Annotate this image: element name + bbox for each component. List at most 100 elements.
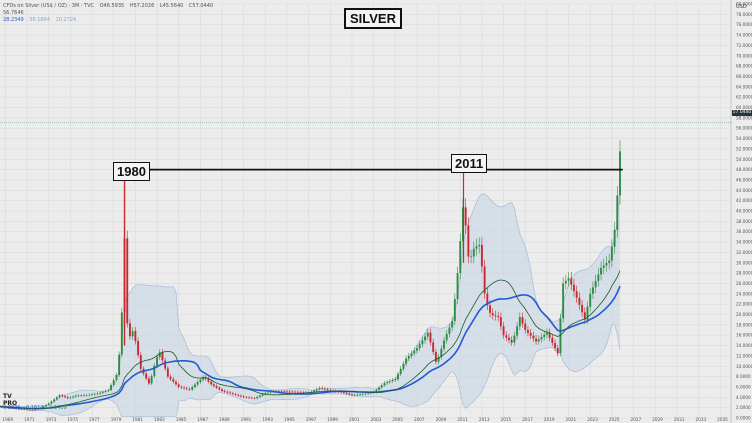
y-tick-label: 42.0000 [736, 198, 752, 203]
current-price-tag: 57.0440 [732, 110, 752, 116]
x-tick-label: 1997 [306, 417, 317, 422]
y-tick-label: 70.0000 [736, 53, 752, 58]
y-tick-label: 30.0000 [736, 260, 752, 265]
currency-label[interactable]: USD [736, 4, 747, 10]
candle-body [410, 353, 413, 356]
candle-body [120, 312, 123, 355]
tradingview-logo[interactable]: TV PRO [3, 393, 18, 407]
candle-body [424, 336, 427, 341]
candle-body [589, 293, 592, 307]
candle-body [45, 404, 47, 407]
y-tick-label: 24.0000 [736, 291, 752, 296]
candle-body [175, 381, 177, 385]
candle-body [497, 316, 500, 318]
candle-body [537, 339, 540, 342]
chart-title: SILVER [344, 8, 402, 29]
candle-body [191, 387, 194, 390]
candle-body [326, 389, 329, 390]
candle-body [245, 397, 248, 398]
candle-body [391, 380, 394, 381]
candle-body [231, 393, 234, 395]
candle-body [532, 335, 535, 339]
candle-body [443, 340, 445, 349]
candle-body [215, 386, 218, 388]
candle-body [150, 376, 153, 384]
candle-body [53, 399, 56, 402]
candle-body [253, 398, 256, 399]
candle-body [351, 394, 353, 396]
x-tick-label: 1969 [2, 417, 13, 422]
candle-body [415, 348, 418, 351]
candle-body [535, 338, 538, 342]
candle-body [342, 392, 345, 393]
candle-body [210, 381, 213, 385]
candle-body [448, 327, 451, 334]
candle-body [483, 266, 486, 294]
candle-body [562, 283, 565, 319]
candle-body [600, 267, 602, 275]
candle-body [413, 350, 416, 354]
low-value: L45.5640 [159, 3, 184, 9]
candle-body [50, 401, 53, 404]
candle-body [467, 225, 470, 257]
candle-body [85, 395, 88, 396]
candle-body [199, 379, 202, 383]
candle-body [93, 394, 96, 395]
x-tick-label: 2021 [566, 417, 577, 422]
y-tick-label: 40.0000 [736, 209, 752, 214]
x-tick-label: 2013 [479, 417, 490, 422]
candle-body [64, 396, 66, 398]
candle-body [367, 393, 370, 394]
candle-body [269, 392, 272, 393]
y-tick-label: 60.0000 [736, 105, 752, 110]
x-tick-label: 2029 [652, 417, 663, 422]
candle-body [283, 391, 286, 392]
candle-body [229, 392, 232, 394]
y-tick-label: 44.0000 [736, 188, 752, 193]
candle-body [610, 246, 613, 261]
y-tick-label: 54.0000 [736, 136, 752, 141]
y-tick-label: 52.0000 [736, 146, 752, 151]
x-tick-label: 1983 [154, 417, 165, 422]
x-tick-label: 2017 [522, 417, 533, 422]
candle-body [323, 388, 326, 390]
candle-body [394, 379, 397, 381]
y-tick-label: 80.0000 [736, 2, 752, 7]
candle-body [91, 394, 93, 396]
x-tick-label: 1995 [284, 417, 295, 422]
candle-body [234, 394, 237, 395]
candle-body [605, 263, 608, 266]
open-value: O46.5935 [99, 3, 125, 9]
candle-body [26, 409, 29, 411]
candle-body [66, 397, 69, 399]
y-tick-label: 20.0000 [736, 312, 752, 317]
candle-body [96, 393, 99, 395]
y-tick-label: 66.0000 [736, 74, 752, 79]
candle-body [183, 387, 186, 389]
candle-body [470, 256, 473, 258]
candle-body [240, 395, 242, 397]
candle-body [161, 352, 164, 361]
y-tick-label: 6.0000 [736, 384, 751, 389]
candle-body [134, 331, 137, 342]
candle-body [353, 394, 356, 396]
candle-body [513, 335, 516, 343]
x-tick-label: 2019 [544, 417, 555, 422]
y-tick-label: 38.0000 [736, 219, 752, 224]
candle-body [554, 342, 556, 349]
bottom-indicator-value-2: 0.1612 [26, 405, 44, 411]
candle-body [250, 397, 253, 399]
candle-body [302, 392, 305, 393]
symbol-label[interactable]: CFDs on Silver (US$ / OZ) · 3M · TVC [3, 3, 94, 9]
x-tick-label: 1989 [219, 417, 230, 422]
y-tick-label: 18.0000 [736, 322, 752, 327]
candle-body [156, 357, 158, 366]
y-tick-label: 2.0000 [736, 405, 751, 410]
candle-body [126, 238, 129, 324]
candle-body [480, 244, 483, 267]
candle-body [28, 409, 31, 411]
candle-body [383, 382, 386, 386]
candle-body [586, 306, 589, 320]
candle-body [315, 389, 318, 391]
